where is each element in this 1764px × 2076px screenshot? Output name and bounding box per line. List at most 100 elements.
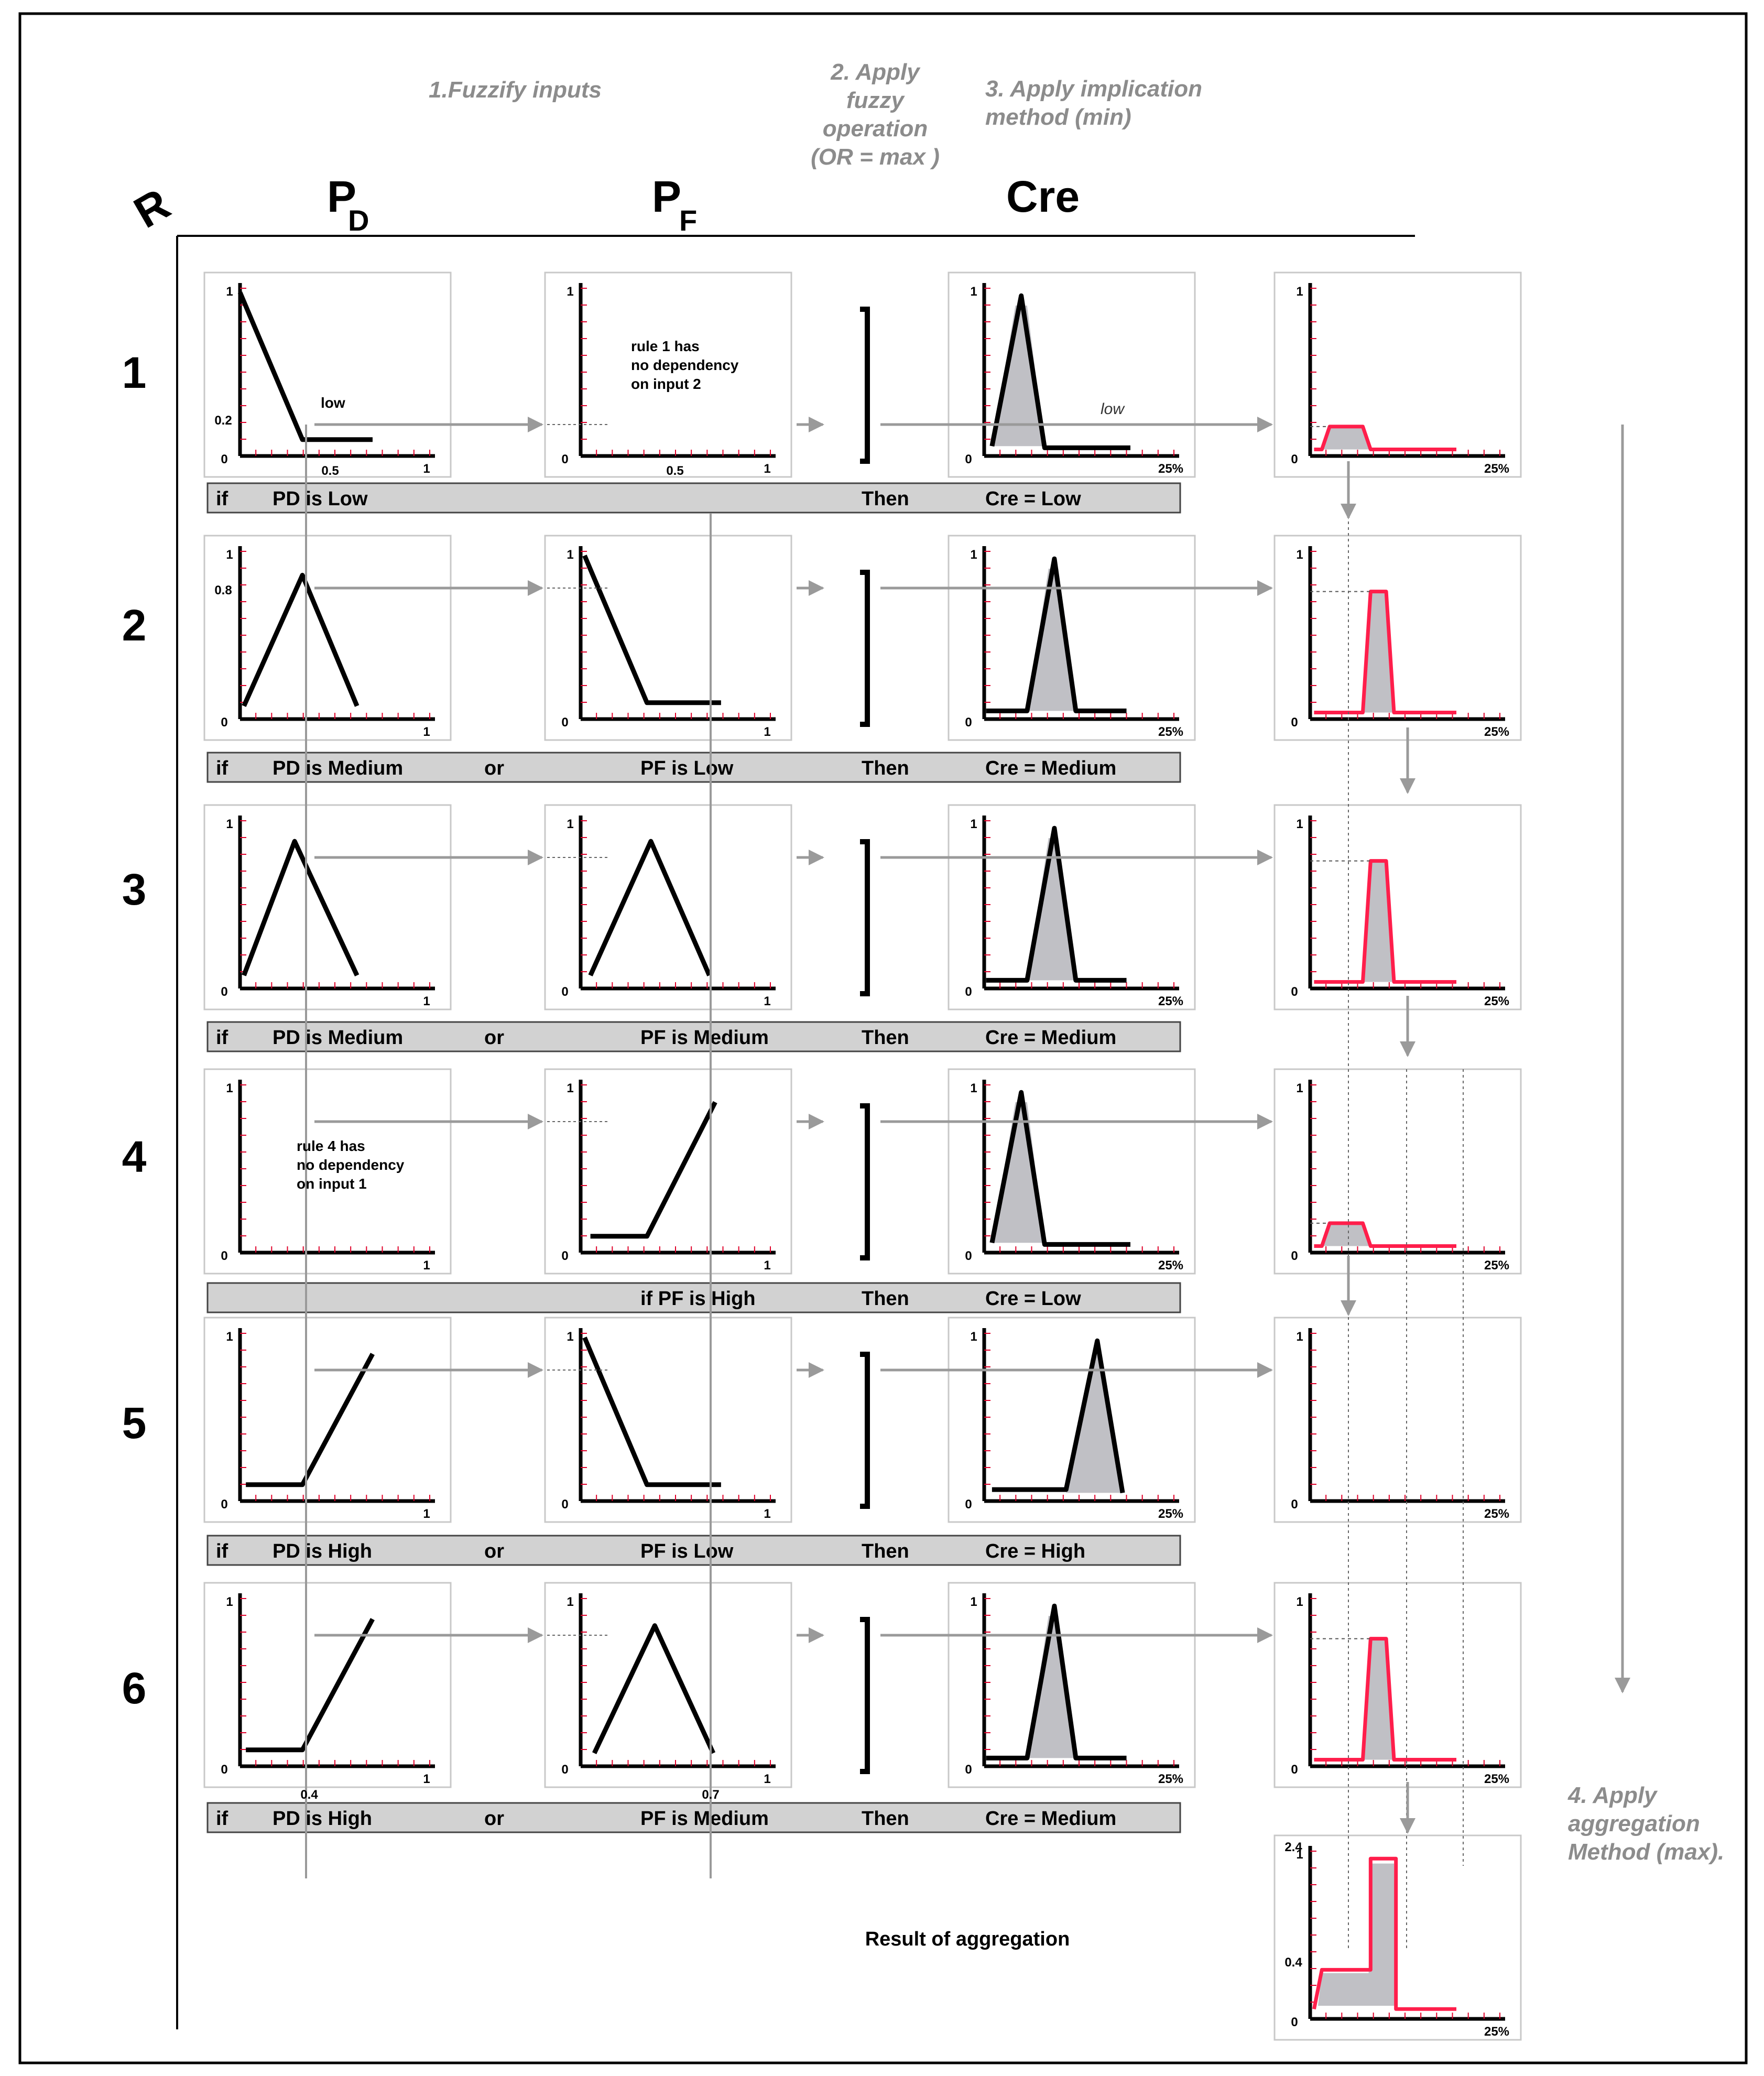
panel-border bbox=[203, 1317, 452, 1523]
pf-membership-curve bbox=[582, 1336, 721, 1487]
agg-top-label: 2.4 bbox=[1284, 1840, 1302, 1854]
rule-pf-condition: PF is Low bbox=[640, 1540, 734, 1562]
tick-one: 1 bbox=[1296, 1847, 1303, 1862]
tick-x-end: 1 bbox=[423, 462, 430, 476]
tick-one: 1 bbox=[970, 1330, 977, 1344]
tick-zero: 0 bbox=[965, 1497, 972, 1512]
svg-text:5: 5 bbox=[122, 1398, 147, 1448]
output-fill bbox=[1322, 1223, 1371, 1246]
rule-bar-background bbox=[206, 1021, 1181, 1052]
tick-x-end: 1 bbox=[764, 725, 770, 739]
rule-then: Then bbox=[862, 488, 909, 510]
tick-x-end: 25% bbox=[1158, 462, 1183, 476]
step4-header: 4. Apply aggregation Method (max). bbox=[1567, 1782, 1724, 1865]
tick-x-end: 1 bbox=[764, 1772, 770, 1786]
svg-text:2: 2 bbox=[122, 601, 147, 650]
tick-zero: 0 bbox=[1291, 2015, 1298, 2029]
output-panel-rule-5: 0 1 25% bbox=[1273, 1317, 1522, 1523]
rule-pf-condition: PF is Medium bbox=[640, 1027, 769, 1049]
output-curve bbox=[1314, 590, 1456, 715]
pd-membership-curve bbox=[246, 1353, 375, 1487]
rule-pd-condition: PD is High bbox=[273, 1540, 372, 1562]
output-fill bbox=[1322, 426, 1371, 450]
output-panel-rule-1: 0 1 25% bbox=[1273, 271, 1522, 478]
tick-one: 1 bbox=[970, 285, 977, 299]
tick-x-end: 25% bbox=[1484, 994, 1509, 1008]
tick-zero: 0 bbox=[1291, 1249, 1298, 1263]
svg-text:fuzzy: fuzzy bbox=[846, 88, 906, 113]
panel-border bbox=[544, 1068, 792, 1275]
svg-text:1: 1 bbox=[122, 348, 147, 397]
tick-zero: 0 bbox=[221, 985, 227, 999]
pf-panel-rule-1: 0 1 1 0.5 bbox=[544, 271, 792, 478]
pf-panel-rule-4: 0 1 1 bbox=[544, 1068, 792, 1275]
tick-zero: 0 bbox=[1291, 1763, 1298, 1777]
tick-x-end: 25% bbox=[1484, 2025, 1509, 2039]
tick-zero: 0 bbox=[1291, 452, 1298, 466]
svg-text:6: 6 bbox=[122, 1664, 147, 1713]
rule-then: Then bbox=[862, 1288, 909, 1310]
or-bracket bbox=[860, 570, 870, 727]
tick-x-end: 1 bbox=[764, 1507, 770, 1521]
tick-x-end: 25% bbox=[1158, 994, 1183, 1008]
pd-panel-rule-4: 0 1 1 bbox=[203, 1068, 452, 1275]
output-fill bbox=[1363, 591, 1394, 713]
svg-text:Method (max).: Method (max). bbox=[1568, 1839, 1724, 1865]
pd-value-label: 0.2 bbox=[214, 414, 232, 428]
agg-value-label: 0.4 bbox=[1284, 1955, 1302, 1970]
rule-pd-condition: PD is High bbox=[273, 1808, 372, 1830]
tick-one: 1 bbox=[226, 817, 233, 831]
tick-x-end: 1 bbox=[423, 1507, 430, 1521]
tick-one: 1 bbox=[970, 1081, 977, 1095]
rule-consequent: Cre = High bbox=[985, 1540, 1085, 1562]
tick-zero: 0 bbox=[221, 1497, 227, 1512]
svg-text:rule 4 has: rule 4 has bbox=[297, 1138, 365, 1154]
rule-consequent: Cre = Medium bbox=[985, 757, 1116, 779]
rule-bar-background bbox=[206, 1282, 1181, 1313]
cre-fill bbox=[1066, 1350, 1121, 1493]
output-curve bbox=[1314, 1221, 1456, 1248]
tick-zero: 0 bbox=[221, 1249, 227, 1263]
svg-text:rule 1 has: rule 1 has bbox=[631, 338, 700, 354]
rule-pd-condition: PD is Medium bbox=[273, 757, 403, 779]
aggregate-fill bbox=[1317, 1863, 1396, 2006]
pd-membership-curve bbox=[237, 291, 373, 442]
svg-text:2. Apply: 2. Apply bbox=[830, 59, 921, 85]
rule-consequent: Cre = Low bbox=[985, 488, 1081, 510]
rule-if: if bbox=[216, 1808, 228, 1830]
rule-bar-background bbox=[206, 1802, 1181, 1833]
pd-membership-curve bbox=[246, 1618, 375, 1753]
rule-pd-condition: PD is Low bbox=[273, 488, 368, 510]
rule-or: or bbox=[484, 1540, 504, 1562]
tick-x-end: 25% bbox=[1158, 1507, 1183, 1521]
svg-text:P: P bbox=[652, 172, 681, 221]
output-panel-rule-4: 0 1 25% bbox=[1273, 1068, 1522, 1275]
cre-fill bbox=[1027, 1615, 1076, 1758]
rule-if: if bbox=[216, 1027, 228, 1049]
step1-header: 1.Fuzzify inputs bbox=[429, 77, 602, 103]
svg-text:3: 3 bbox=[122, 865, 147, 914]
or-bracket bbox=[860, 1617, 870, 1774]
cre-curve bbox=[986, 1603, 1127, 1760]
svg-text:on input 2: on input 2 bbox=[631, 376, 701, 392]
cre-curve bbox=[986, 825, 1127, 983]
pd-panel-rule-1: 0 1 1 0.5 0.2 bbox=[203, 271, 452, 478]
pf-panel-rule-6: 0 1 1 bbox=[544, 1582, 792, 1788]
rule-if: if bbox=[216, 488, 228, 510]
panel-border bbox=[1273, 1582, 1522, 1788]
output-curve bbox=[1314, 1637, 1456, 1762]
tick-one: 1 bbox=[1296, 285, 1303, 299]
rule-consequent: Cre = Medium bbox=[985, 1027, 1116, 1049]
tick-zero: 0 bbox=[561, 985, 568, 999]
svg-text:no dependency: no dependency bbox=[631, 357, 739, 373]
tick-one: 1 bbox=[567, 548, 573, 562]
tick-one: 1 bbox=[567, 817, 573, 831]
tick-zero: 0 bbox=[965, 985, 972, 999]
cre-curve bbox=[989, 293, 1130, 450]
rule-or: or bbox=[484, 1027, 504, 1049]
cre-curve bbox=[992, 1338, 1125, 1494]
aggregate-curve bbox=[1312, 1856, 1456, 2011]
step2-header: 2. Apply fuzzy operation (OR = max ) bbox=[811, 59, 940, 170]
rule-numbers: 1 2 3 4 5 6 bbox=[122, 348, 147, 1713]
tick-one: 1 bbox=[970, 1595, 977, 1609]
